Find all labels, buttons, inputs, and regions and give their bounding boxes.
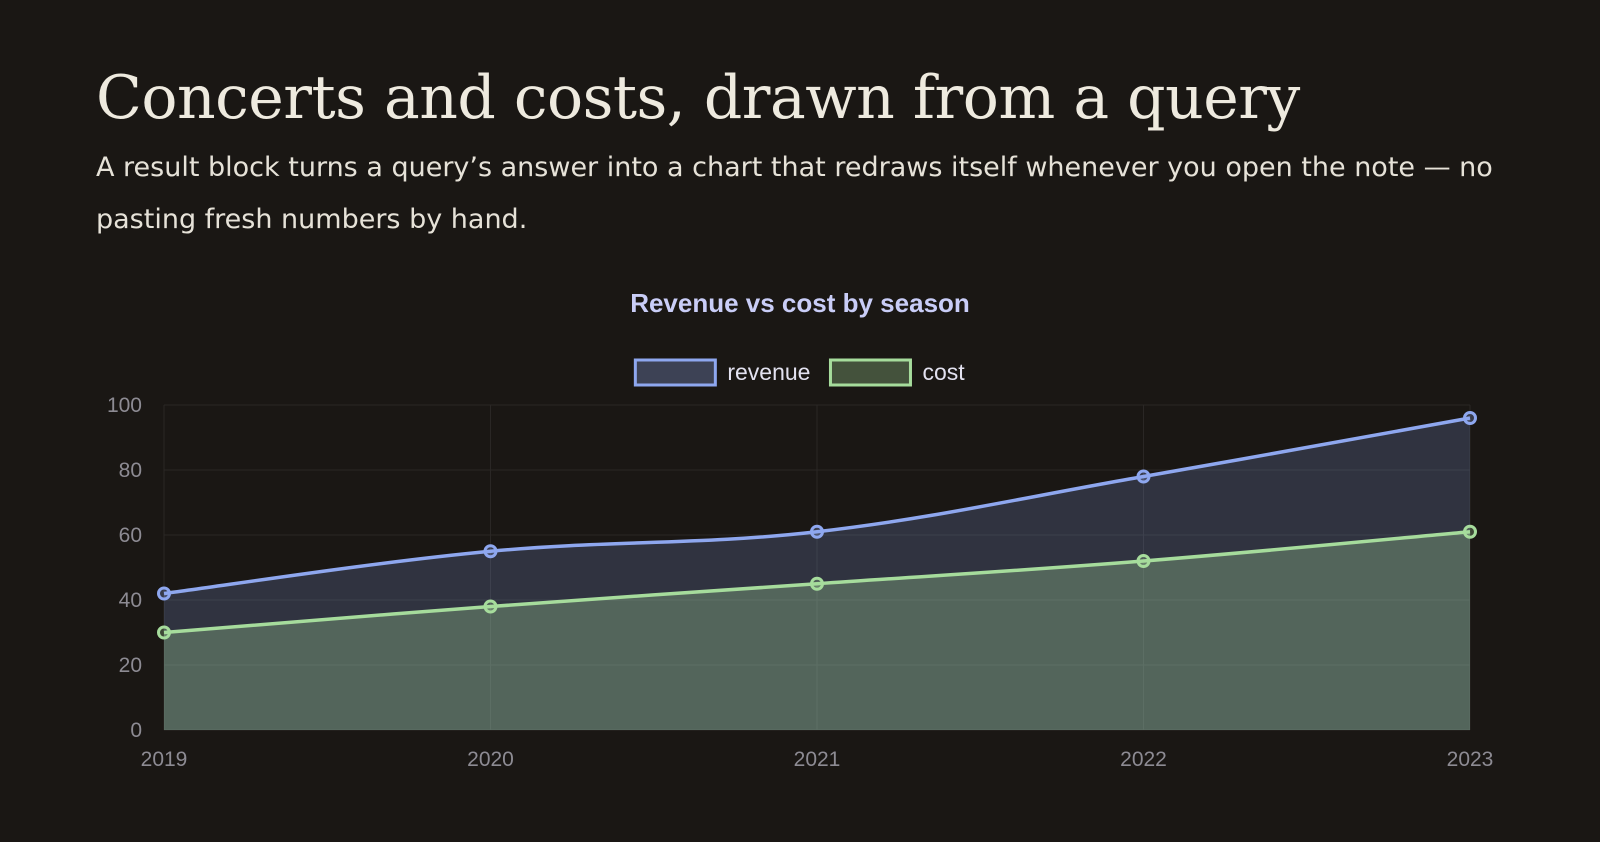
data-point-cost [1463, 524, 1477, 539]
y-tick-label: 80 [119, 459, 142, 482]
x-tick-label: 2020 [467, 748, 514, 771]
series-area-revenue [164, 418, 1470, 730]
legend-label-revenue: revenue [727, 359, 810, 385]
y-tick-label: 0 [130, 719, 142, 742]
chart-points [157, 411, 1477, 640]
chart-axes: 0 20 40 60 80 100 2019 2020 2021 2022 2023 [107, 394, 1493, 771]
data-point-cost [157, 625, 171, 640]
page-title: Concerts and costs, drawn from a query [96, 63, 1300, 133]
y-tick-label: 20 [119, 654, 142, 677]
data-point-revenue [157, 586, 171, 601]
chart-grid [163, 404, 1471, 731]
x-tick-label: 2023 [1447, 748, 1494, 771]
y-tick-label: 100 [107, 394, 142, 417]
legend-swatch-cost [828, 358, 912, 387]
data-point-revenue [1463, 411, 1477, 425]
data-point-revenue [1136, 469, 1151, 484]
series-line-revenue [163, 416, 1471, 596]
chart-title: Revenue vs cost by season [630, 288, 970, 318]
series-area-cost [164, 531, 1470, 730]
legend-label-cost: cost [922, 359, 965, 385]
series-line-cost [163, 530, 1471, 635]
x-tick-label: 2021 [794, 748, 841, 771]
x-tick-label: 2019 [141, 748, 188, 771]
page-subtitle: A result block turns a query’s answer in… [96, 152, 1493, 235]
data-point-cost [483, 599, 498, 614]
legend-swatch-revenue [633, 358, 717, 387]
chart-legend: revenue cost [633, 358, 965, 387]
data-point-revenue [810, 524, 824, 539]
chart-lines [163, 416, 1471, 635]
data-point-revenue [483, 544, 498, 559]
x-tick-label: 2022 [1120, 748, 1167, 771]
data-point-cost [1136, 554, 1151, 568]
y-tick-label: 40 [119, 589, 142, 612]
chart-areas [164, 418, 1470, 730]
y-tick-label: 60 [119, 524, 142, 547]
data-point-cost [810, 576, 824, 591]
